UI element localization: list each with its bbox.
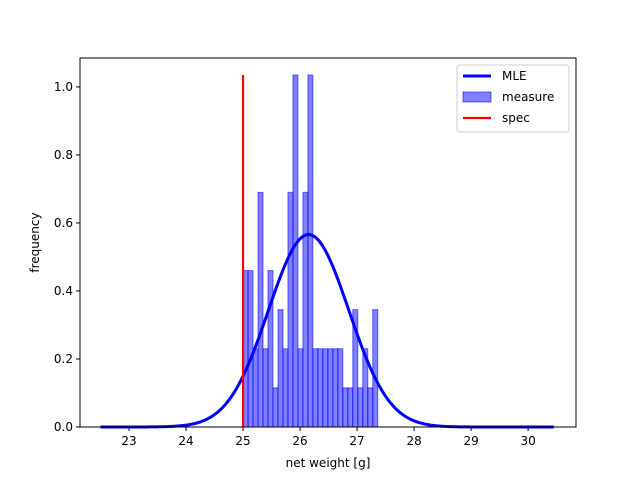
y-tick-label: 0.0: [54, 420, 73, 434]
x-axis: 23 24 25 26 27 28 29 30: [121, 427, 536, 448]
y-tick-label: 0.6: [54, 216, 73, 230]
legend-label: measure: [502, 90, 554, 104]
histogram-bar: [247, 270, 254, 428]
histogram-bar: [337, 348, 344, 428]
histogram-bar: [342, 387, 349, 428]
histogram-bar: [272, 387, 279, 428]
histogram-bars: [242, 74, 379, 428]
histogram-bar: [267, 270, 274, 428]
x-tick-label: 24: [178, 434, 193, 448]
histogram-bar: [367, 387, 374, 428]
y-tick-label: 1.0: [54, 80, 73, 94]
legend: MLE measure spec: [456, 64, 570, 133]
histogram-bar: [332, 348, 339, 428]
x-tick-label: 25: [235, 434, 250, 448]
legend-label: MLE: [502, 69, 527, 83]
y-axis: 0.0 0.2 0.4 0.6 0.8 1.0: [54, 80, 80, 434]
histogram-bar: [297, 348, 304, 428]
histogram-bar: [347, 387, 354, 428]
x-tick-label: 30: [520, 434, 535, 448]
histogram-bar: [317, 348, 324, 428]
histogram-bar: [302, 191, 309, 428]
histogram-bar: [327, 348, 334, 428]
legend-label: spec: [502, 111, 530, 125]
histogram-bar: [312, 348, 319, 428]
y-tick-label: 0.2: [54, 352, 73, 366]
x-tick-label: 23: [121, 434, 136, 448]
legend-swatch-measure: [462, 91, 492, 103]
x-tick-label: 27: [349, 434, 364, 448]
histogram-bar: [287, 191, 294, 428]
histogram-bar: [292, 74, 299, 428]
y-tick-label: 0.8: [54, 148, 73, 162]
y-axis-label: frequency: [28, 212, 42, 272]
histogram-bar: [277, 309, 284, 428]
histogram-bar: [322, 348, 329, 428]
y-tick-label: 0.4: [54, 284, 73, 298]
histogram-bar: [307, 74, 314, 428]
x-tick-label: 26: [292, 434, 307, 448]
legend-box: [456, 64, 570, 133]
histogram-bar: [252, 348, 259, 428]
histogram-bar: [257, 191, 264, 428]
histogram-bar: [357, 387, 364, 428]
x-tick-label: 28: [406, 434, 421, 448]
histogram-bar: [282, 348, 289, 428]
histogram-bar: [262, 348, 269, 428]
histogram-bar: [372, 309, 379, 428]
x-tick-label: 29: [463, 434, 478, 448]
x-axis-label: net weight [g]: [286, 456, 371, 470]
plot-frame: [79, 57, 577, 428]
